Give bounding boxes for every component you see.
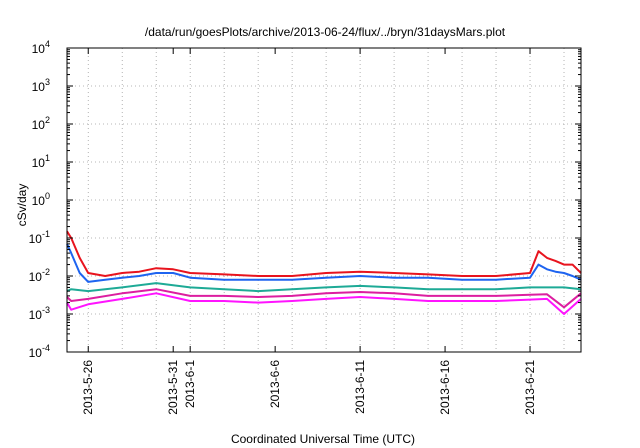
- y-tick-label: 103: [32, 77, 50, 94]
- y-tick-label: 10-1: [29, 229, 50, 246]
- series-line: [66, 243, 582, 283]
- series-line: [66, 292, 582, 315]
- x-tick-label: 2013-6-16: [438, 360, 452, 415]
- series-line: [66, 288, 582, 309]
- y-tick-label: 10-2: [29, 267, 50, 284]
- x-tick-label: 2013-6-1: [183, 360, 197, 408]
- series-line: [66, 282, 582, 293]
- x-tick-label: 2013-5-31: [166, 360, 180, 415]
- x-tick-label: 2013-6-11: [353, 360, 367, 414]
- y-axis: 10-4 10-3 10-2 10-1 100 101 102 103 104: [29, 39, 581, 360]
- x-axis-label: Coordinated Universal Time (UTC): [231, 432, 415, 446]
- y-tick-label: 10-3: [29, 305, 50, 322]
- y-tick-label: 102: [32, 115, 50, 132]
- x-tick-label: 2013-6-21: [523, 360, 537, 415]
- y-tick-label: 104: [32, 39, 50, 56]
- y-tick-label: 100: [32, 191, 50, 208]
- y-tick-label: 101: [32, 153, 50, 170]
- data-series: [66, 230, 582, 315]
- y-axis-label: cSv/day: [15, 184, 29, 227]
- x-tick-label: 2013-5-26: [81, 360, 95, 415]
- x-tick-label: 2013-6-6: [268, 360, 282, 408]
- x-axis: 2013-5-26 2013-5-31 2013-6-1 2013-6-6 2013-6…: [81, 48, 537, 415]
- grid-lines: [67, 48, 581, 352]
- chart-title: /data/run/goesPlots/archive/2013-06-24/f…: [145, 25, 506, 39]
- series-line: [66, 230, 582, 277]
- y-tick-label: 10-4: [29, 343, 50, 360]
